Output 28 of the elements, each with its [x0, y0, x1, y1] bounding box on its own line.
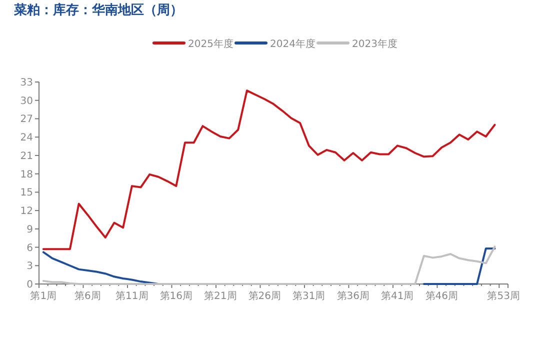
x-tick-label: 第41周: [381, 290, 414, 302]
x-tick-label: 第6周: [74, 290, 101, 302]
legend-label: 2024年度: [270, 38, 316, 50]
x-tick-label: 第16周: [160, 290, 193, 302]
y-tick-label: 33: [20, 78, 33, 88]
y-tick-label: 0: [26, 280, 33, 290]
y-tick-label: 6: [26, 242, 33, 254]
x-tick-label: 第11周: [116, 290, 148, 302]
chart-title: 菜粕：库存：华南地区（周）: [13, 2, 183, 18]
x-tick-label: 第53周: [487, 290, 520, 302]
y-tick-label: 15: [20, 188, 33, 199]
legend-label: 2025年度: [188, 38, 234, 50]
x-tick-label: 第26周: [248, 290, 282, 302]
y-tick-label: 9: [26, 224, 33, 236]
y-tick-label: 3: [26, 261, 33, 272]
x-tick-label: 第36周: [336, 290, 370, 302]
y-tick-label: 24: [20, 132, 33, 144]
x-tick-label: 第21周: [204, 290, 237, 302]
x-tick-label: 第46周: [425, 290, 458, 302]
line-series: [42, 90, 496, 250]
y-tick-label: 18: [20, 169, 33, 180]
legend-label: 2023年度: [352, 38, 398, 50]
x-tick-label: 第31周: [292, 290, 326, 302]
x-tick-label: 第1周: [30, 290, 57, 302]
y-tick-label: 27: [20, 114, 33, 126]
y-tick-label: 21: [20, 150, 33, 162]
y-tick-label: 30: [20, 96, 33, 107]
y-tick-label: 12: [20, 206, 33, 218]
